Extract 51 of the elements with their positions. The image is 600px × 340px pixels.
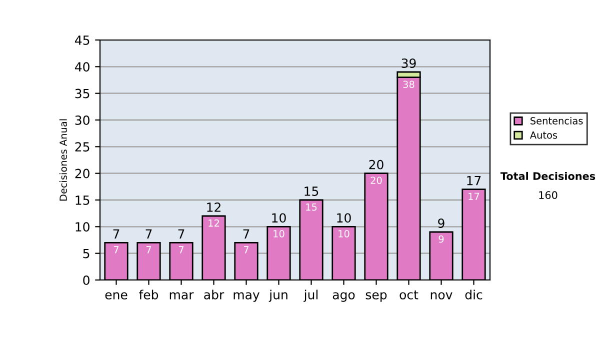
total-label: 39	[402, 58, 416, 68]
y-tick-label: 45	[74, 36, 90, 45]
data-label: 7	[114, 246, 119, 254]
x-tick-label: abr	[204, 290, 224, 300]
x-tick-label: nov	[430, 292, 452, 300]
total-label: 20	[369, 160, 384, 170]
text: 160	[539, 191, 558, 200]
y-tick-label: 30	[75, 115, 90, 125]
data-label: 7	[178, 246, 184, 254]
y-tick-label: 40	[74, 62, 90, 72]
data-label: 17	[468, 192, 480, 200]
text: Total Decisiones	[500, 172, 596, 180]
total-label: 7	[113, 229, 120, 238]
total-label: 7	[243, 229, 250, 238]
x-tick-label: may	[234, 292, 260, 302]
data-label: 15	[306, 204, 317, 211]
data-label: 10	[338, 230, 350, 238]
x-tick-label: ene	[105, 292, 128, 300]
y-tick-label: 0	[83, 275, 90, 285]
data-label: 38	[403, 80, 414, 88]
y-tick-label: 20	[75, 168, 90, 178]
y-tick-label: 15	[76, 196, 90, 205]
y-axis-title: Decisiones Anual	[59, 119, 67, 201]
y-tick-label: 10	[76, 222, 90, 232]
x-tick-label: oct	[400, 290, 418, 300]
total-label: 9	[438, 218, 444, 228]
legend-label: Sentencias	[530, 116, 583, 124]
x-tick-label: mar	[170, 292, 194, 300]
x-tick-label: feb	[139, 290, 158, 300]
y-tick-label: 35	[75, 88, 90, 98]
total-label: 10	[272, 213, 286, 223]
y-tick-label: 5	[83, 248, 90, 258]
x-tick-label: jul	[304, 290, 318, 302]
total-label: 7	[178, 229, 184, 238]
total-label: 10	[337, 213, 351, 223]
total-label: 7	[146, 229, 152, 238]
total-label: 15	[304, 186, 318, 196]
total-label: 12	[207, 202, 220, 212]
x-tick-label: sep	[366, 292, 387, 302]
y-tick-label: 25	[75, 142, 90, 152]
x-tick-label: jun	[268, 290, 288, 302]
x-tick-label: dic	[465, 290, 482, 300]
data-label: 7	[146, 246, 152, 254]
data-label: 20	[370, 176, 382, 184]
data-label: 7	[244, 246, 249, 254]
total-label: 17	[467, 176, 481, 186]
data-label: 9	[438, 235, 444, 243]
x-tick-label: ago	[332, 292, 355, 302]
data-label: 10	[274, 230, 284, 238]
legend-label: Autos	[530, 132, 558, 139]
data-label: 12	[208, 219, 219, 227]
